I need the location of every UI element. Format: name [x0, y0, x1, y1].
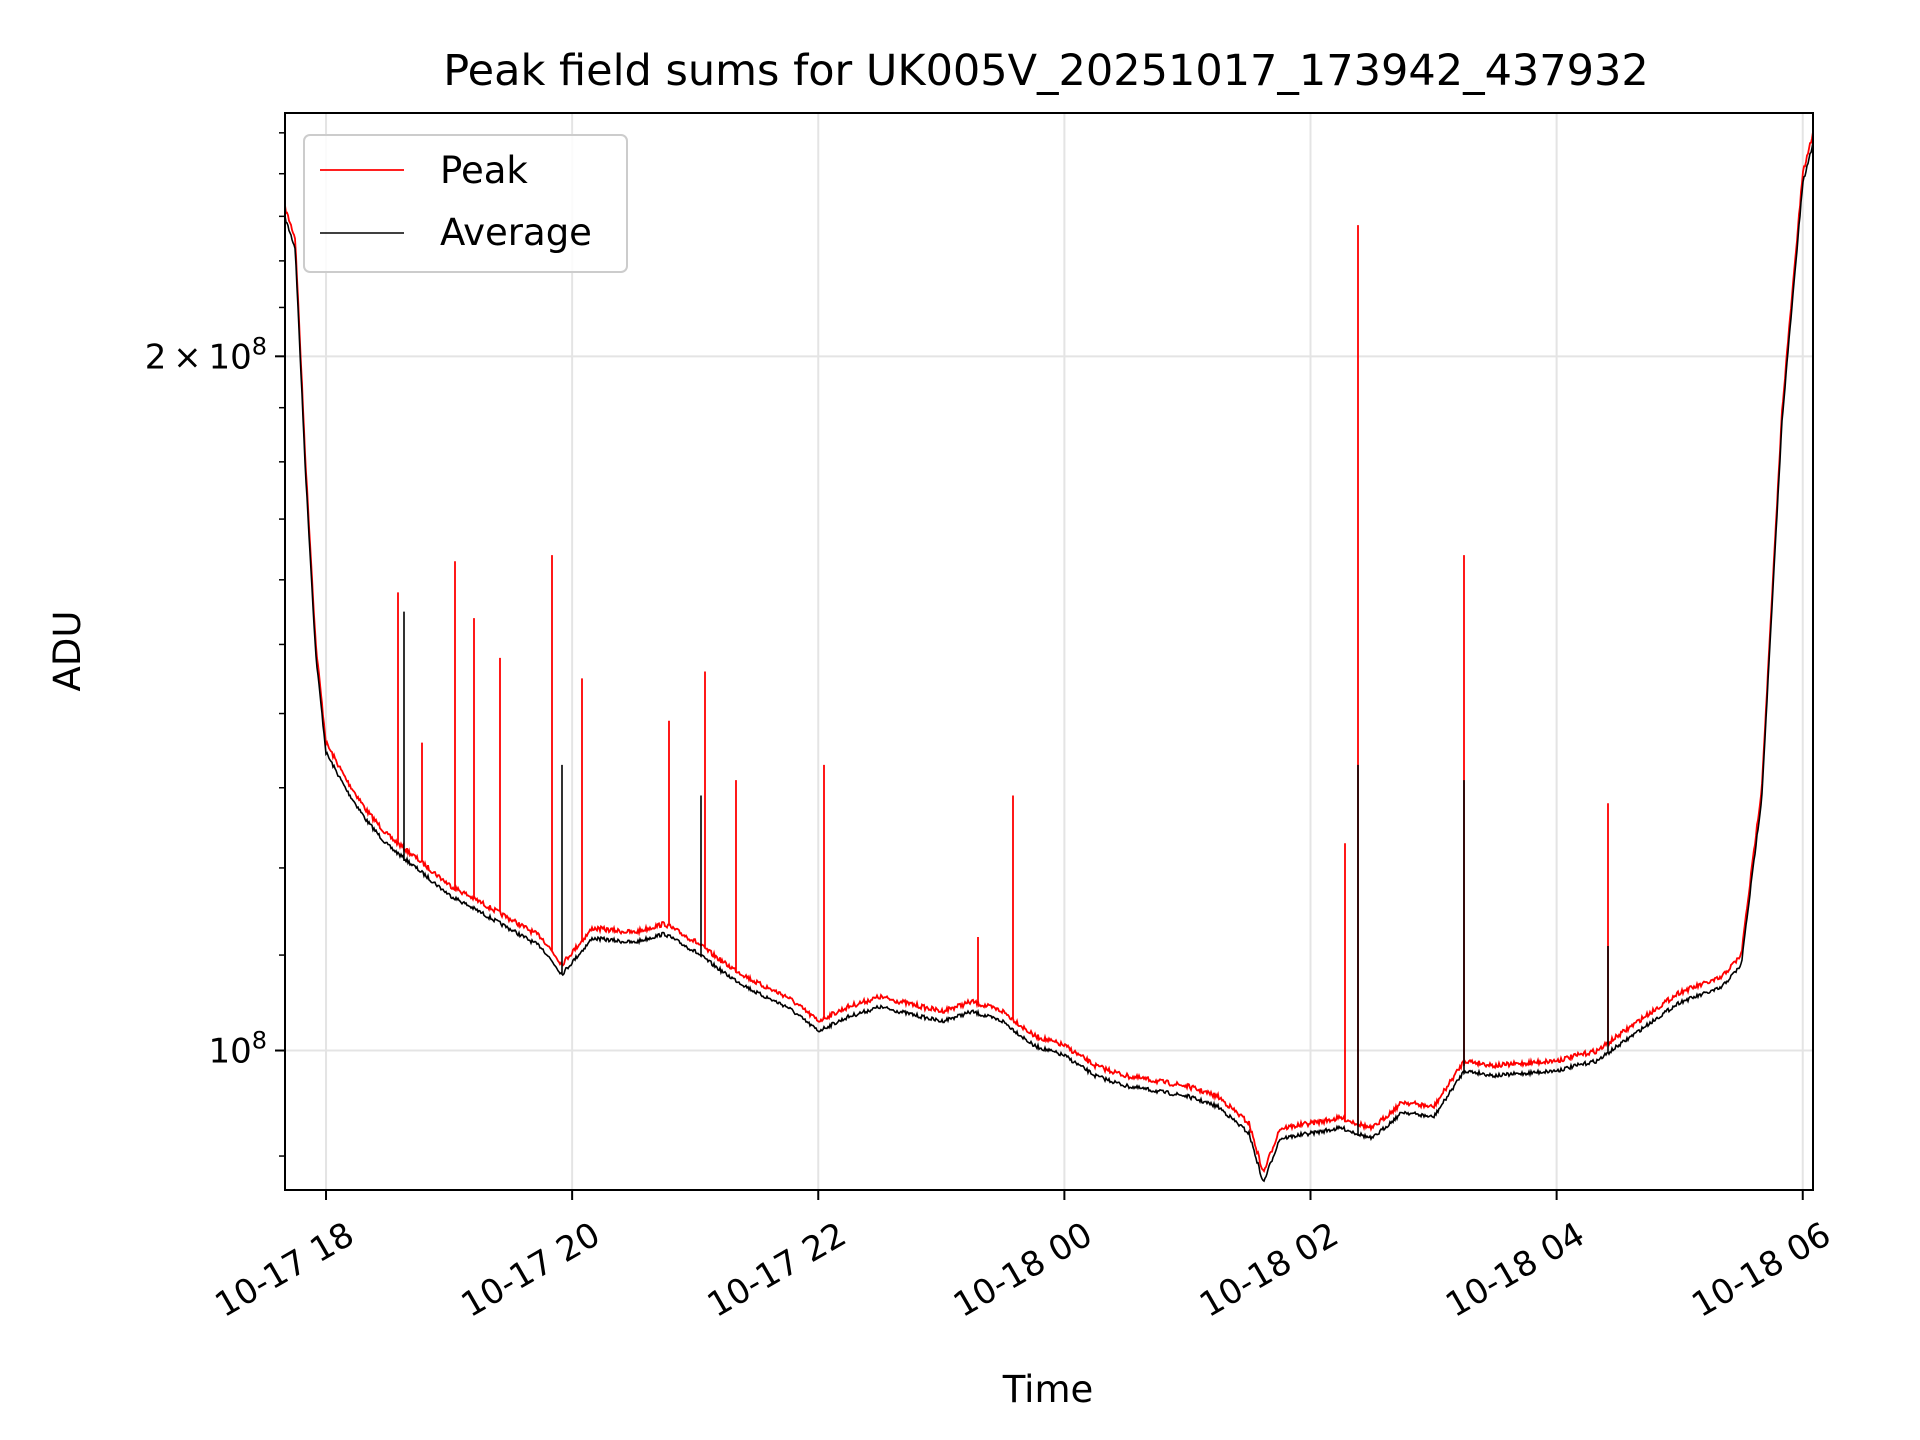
y-tick-label: 108: [208, 1027, 267, 1072]
series-peak-line: [285, 131, 1813, 1173]
x-axis-label: Time: [1002, 1368, 1094, 1411]
y-tick-label: 2 × 108: [145, 332, 267, 377]
grid-lines: [285, 113, 1813, 1190]
y-axis-label: ADU: [46, 611, 89, 692]
legend-label-peak: Peak: [440, 149, 528, 192]
plot-area: [285, 131, 1813, 1183]
series-average-line: [285, 141, 1813, 1183]
chart-title: Peak field sums for UK005V_20251017_1739…: [443, 46, 1648, 96]
plot-frame: [284, 112, 1814, 1191]
y-axis: 108 2 × 108: [145, 132, 285, 1157]
legend: Peak Average: [303, 134, 628, 273]
legend-label-average: Average: [440, 211, 592, 254]
